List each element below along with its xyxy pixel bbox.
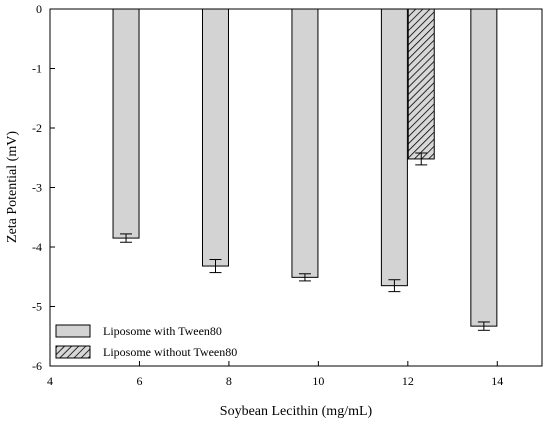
y-tick-label: -3 — [32, 181, 42, 195]
bar-with-tween80-1 — [201, 8, 229, 267]
y-axis: 0 -1 -2 -3 -4 -5 -6 — [32, 2, 55, 373]
bar-without-tween80-0 — [407, 8, 435, 160]
y-tick-label: -1 — [32, 62, 42, 76]
x-tick-label: 6 — [136, 374, 142, 388]
bar-with-tween80-0 — [112, 8, 140, 239]
bar-with-tween80-3 — [380, 8, 408, 287]
legend: Liposome with Tween80 Liposome without Tw… — [55, 324, 237, 359]
y-tick-label: -5 — [32, 300, 42, 314]
x-tick-label: 10 — [312, 374, 324, 388]
x-tick-label: 14 — [491, 374, 503, 388]
legend-label-1: Liposome without Tween80 — [103, 345, 237, 359]
y-tick-label: -4 — [32, 240, 42, 254]
error-bars-layer — [120, 152, 490, 331]
x-tick-label: 4 — [47, 374, 53, 388]
x-tick-label: 8 — [226, 374, 232, 388]
bar-with-tween80-4 — [470, 8, 498, 327]
legend-swatch-0 — [55, 324, 91, 338]
x-tick-label: 12 — [402, 374, 414, 388]
legend-swatch-1 — [55, 345, 91, 359]
x-axis-title: Soybean Lecithin (mg/mL) — [220, 404, 373, 419]
y-tick-label: 0 — [36, 2, 42, 16]
x-axis: 4 6 8 10 12 14 — [47, 361, 503, 388]
legend-label-0: Liposome with Tween80 — [103, 324, 222, 338]
y-tick-label: -2 — [32, 121, 42, 135]
y-axis-title: Zeta Potential (mV) — [5, 131, 20, 243]
y-tick-label: -6 — [32, 359, 42, 373]
bar-with-tween80-2 — [291, 8, 319, 278]
